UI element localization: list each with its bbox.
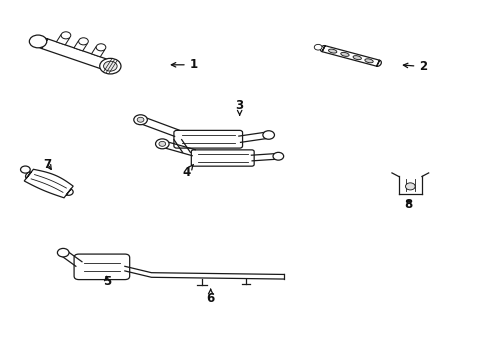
Polygon shape — [320, 46, 381, 66]
Circle shape — [61, 32, 71, 39]
Circle shape — [100, 58, 121, 74]
Circle shape — [57, 248, 69, 257]
FancyBboxPatch shape — [191, 150, 254, 166]
Ellipse shape — [352, 56, 361, 60]
Circle shape — [103, 61, 117, 71]
Ellipse shape — [364, 59, 372, 63]
Circle shape — [272, 152, 283, 160]
Text: 5: 5 — [102, 275, 111, 288]
Polygon shape — [74, 41, 87, 51]
Circle shape — [137, 117, 143, 122]
Circle shape — [29, 35, 47, 48]
FancyBboxPatch shape — [174, 130, 242, 148]
Text: 1: 1 — [171, 58, 198, 71]
Polygon shape — [56, 35, 70, 45]
Ellipse shape — [340, 52, 348, 57]
Text: 6: 6 — [206, 289, 214, 305]
Circle shape — [134, 115, 147, 125]
Polygon shape — [91, 47, 104, 57]
FancyBboxPatch shape — [74, 254, 129, 280]
Circle shape — [79, 38, 88, 45]
Circle shape — [263, 131, 274, 139]
Text: 4: 4 — [182, 165, 193, 179]
Polygon shape — [37, 39, 113, 70]
Text: 8: 8 — [404, 198, 412, 211]
Circle shape — [155, 139, 169, 149]
Text: 3: 3 — [235, 99, 243, 115]
Text: 7: 7 — [43, 158, 52, 171]
Circle shape — [20, 166, 30, 173]
Circle shape — [405, 183, 414, 190]
Text: 2: 2 — [403, 60, 427, 73]
Polygon shape — [24, 169, 73, 198]
Circle shape — [96, 44, 105, 51]
Ellipse shape — [328, 49, 336, 53]
Circle shape — [159, 141, 165, 146]
Circle shape — [314, 44, 322, 50]
